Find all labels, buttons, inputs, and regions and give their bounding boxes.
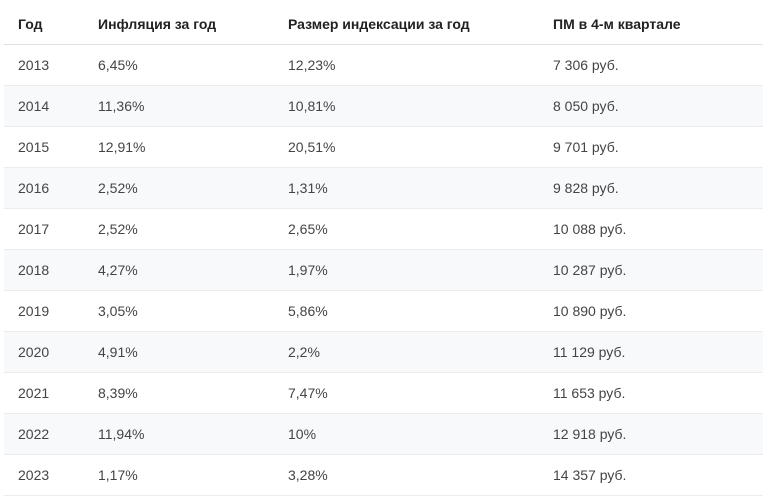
- table-row: 2018 4,27% 1,97% 10 287 руб.: [4, 250, 763, 291]
- cell-indexation: 1,31%: [274, 168, 539, 209]
- cell-inflation: 6,45%: [84, 45, 274, 86]
- cell-pm: 10 287 руб.: [539, 250, 763, 291]
- cell-pm: 8 050 руб.: [539, 86, 763, 127]
- table-row: 2022 11,94% 10% 12 918 руб.: [4, 414, 763, 455]
- col-header-inflation: Инфляция за год: [84, 4, 274, 45]
- cell-year: 2019: [4, 291, 84, 332]
- cell-indexation: 10,81%: [274, 86, 539, 127]
- table-row: 2023 1,17% 3,28% 14 357 руб.: [4, 455, 763, 496]
- table-row: 2015 12,91% 20,51% 9 701 руб.: [4, 127, 763, 168]
- cell-year: 2017: [4, 209, 84, 250]
- cell-pm: 9 828 руб.: [539, 168, 763, 209]
- table-header: Год Инфляция за год Размер индексации за…: [4, 4, 763, 45]
- cell-inflation: 4,27%: [84, 250, 274, 291]
- cell-indexation: 3,28%: [274, 455, 539, 496]
- table-row: 2016 2,52% 1,31% 9 828 руб.: [4, 168, 763, 209]
- cell-year: 2022: [4, 414, 84, 455]
- table-row: 2020 4,91% 2,2% 11 129 руб.: [4, 332, 763, 373]
- table-row: 2014 11,36% 10,81% 8 050 руб.: [4, 86, 763, 127]
- col-header-year: Год: [4, 4, 84, 45]
- cell-inflation: 4,91%: [84, 332, 274, 373]
- cell-year: 2021: [4, 373, 84, 414]
- cell-year: 2013: [4, 45, 84, 86]
- cell-indexation: 2,65%: [274, 209, 539, 250]
- cell-inflation: 11,36%: [84, 86, 274, 127]
- data-table: Год Инфляция за год Размер индексации за…: [4, 4, 763, 496]
- cell-indexation: 7,47%: [274, 373, 539, 414]
- cell-indexation: 10%: [274, 414, 539, 455]
- table-body: 2013 6,45% 12,23% 7 306 руб. 2014 11,36%…: [4, 45, 763, 496]
- cell-pm: 11 653 руб.: [539, 373, 763, 414]
- cell-inflation: 11,94%: [84, 414, 274, 455]
- cell-pm: 10 890 руб.: [539, 291, 763, 332]
- cell-indexation: 12,23%: [274, 45, 539, 86]
- cell-year: 2016: [4, 168, 84, 209]
- table-row: 2021 8,39% 7,47% 11 653 руб.: [4, 373, 763, 414]
- cell-pm: 9 701 руб.: [539, 127, 763, 168]
- col-header-indexation: Размер индексации за год: [274, 4, 539, 45]
- cell-year: 2014: [4, 86, 84, 127]
- cell-indexation: 20,51%: [274, 127, 539, 168]
- cell-year: 2020: [4, 332, 84, 373]
- cell-pm: 12 918 руб.: [539, 414, 763, 455]
- cell-pm: 10 088 руб.: [539, 209, 763, 250]
- table-row: 2013 6,45% 12,23% 7 306 руб.: [4, 45, 763, 86]
- cell-inflation: 2,52%: [84, 168, 274, 209]
- header-row: Год Инфляция за год Размер индексации за…: [4, 4, 763, 45]
- cell-inflation: 2,52%: [84, 209, 274, 250]
- cell-inflation: 3,05%: [84, 291, 274, 332]
- cell-pm: 14 357 руб.: [539, 455, 763, 496]
- cell-pm: 11 129 руб.: [539, 332, 763, 373]
- cell-inflation: 12,91%: [84, 127, 274, 168]
- cell-inflation: 8,39%: [84, 373, 274, 414]
- cell-year: 2023: [4, 455, 84, 496]
- cell-indexation: 1,97%: [274, 250, 539, 291]
- table-row: 2019 3,05% 5,86% 10 890 руб.: [4, 291, 763, 332]
- col-header-pm: ПМ в 4-м квартале: [539, 4, 763, 45]
- cell-pm: 7 306 руб.: [539, 45, 763, 86]
- cell-inflation: 1,17%: [84, 455, 274, 496]
- cell-year: 2018: [4, 250, 84, 291]
- cell-indexation: 5,86%: [274, 291, 539, 332]
- cell-indexation: 2,2%: [274, 332, 539, 373]
- cell-year: 2015: [4, 127, 84, 168]
- table-row: 2017 2,52% 2,65% 10 088 руб.: [4, 209, 763, 250]
